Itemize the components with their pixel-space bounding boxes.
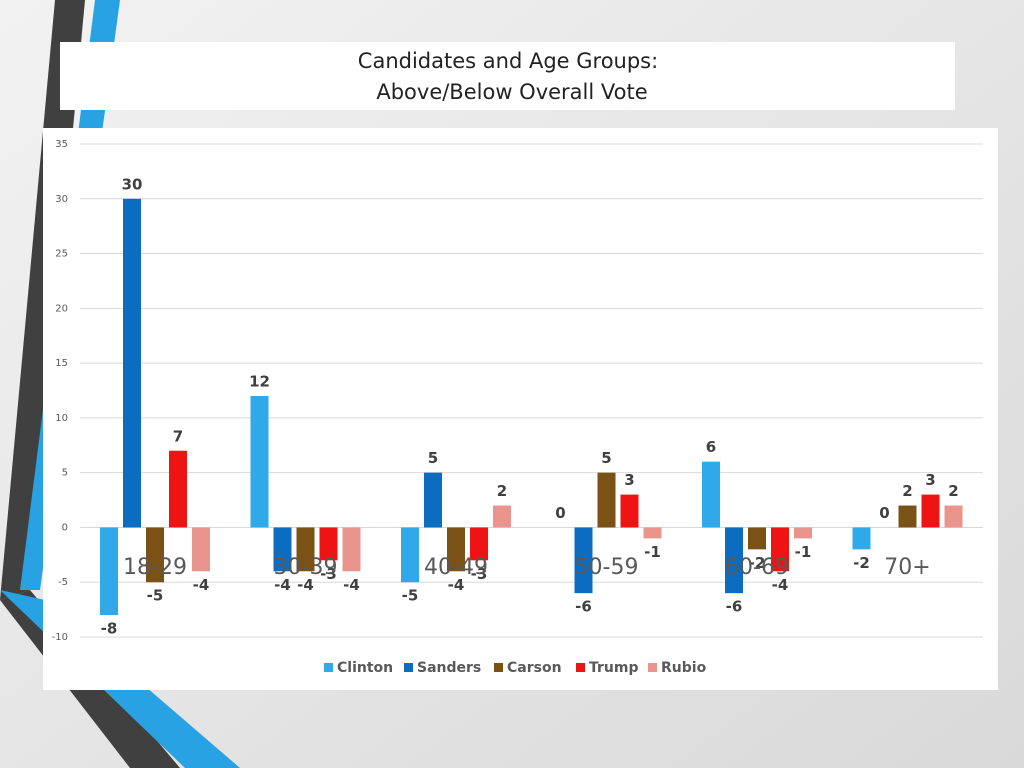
data-label: -4 [193, 576, 210, 594]
bar [192, 527, 210, 572]
bar [250, 395, 269, 528]
y-tick-label: 30 [55, 194, 68, 205]
data-label: 3 [925, 471, 935, 489]
data-label: -4 [297, 576, 314, 594]
bar [100, 527, 118, 616]
y-tick-label: -10 [52, 632, 68, 643]
y-tick-label: 35 [55, 139, 68, 150]
legend-swatch [324, 663, 333, 672]
bar [319, 527, 338, 561]
data-label: -4 [772, 576, 789, 594]
data-label: 2 [948, 482, 958, 500]
y-tick-label: -5 [58, 577, 68, 588]
bar [898, 505, 917, 528]
data-label: -5 [402, 587, 419, 605]
legend-label: Sanders [417, 660, 481, 676]
bar [702, 461, 720, 528]
chart-subtitle: Above/Below Overall Vote [376, 80, 647, 104]
data-label: -2 [853, 554, 870, 572]
category-label: 60-69 [725, 555, 789, 580]
legend-label: Trump [589, 660, 639, 676]
data-label: 7 [173, 427, 183, 445]
legend-swatch [576, 663, 585, 672]
data-label: 5 [428, 449, 438, 467]
legend-label: Rubio [661, 660, 707, 676]
data-label: -6 [575, 598, 592, 616]
bar [921, 494, 940, 528]
data-label: 30 [122, 175, 143, 193]
data-label: -5 [147, 587, 164, 605]
bar [296, 527, 315, 572]
chart-title: Candidates and Age Groups: [358, 49, 658, 73]
bar [123, 198, 141, 528]
category-label: 40-49 [424, 555, 488, 580]
bar [342, 527, 361, 572]
bar [771, 527, 789, 572]
data-label: -2 [749, 554, 766, 572]
data-label: 0 [555, 504, 565, 522]
data-label: 5 [601, 449, 611, 467]
data-label: -3 [471, 565, 488, 583]
bar [944, 505, 963, 528]
bar [597, 472, 616, 528]
bar [794, 527, 812, 539]
category-label: 30-39 [274, 555, 338, 580]
data-label: -6 [726, 598, 743, 616]
legend-label: Carson [507, 660, 562, 676]
bar [470, 527, 488, 561]
y-tick-label: 5 [62, 468, 68, 479]
chart-area [43, 128, 998, 690]
y-tick-label: 10 [55, 413, 68, 424]
data-label: -8 [101, 620, 118, 638]
bar [169, 450, 187, 528]
data-label: -4 [343, 576, 360, 594]
y-tick-label: 0 [62, 522, 68, 533]
bar [852, 527, 871, 550]
y-tick-label: 15 [55, 358, 68, 369]
data-label: -1 [795, 543, 812, 561]
data-label: -4 [274, 576, 291, 594]
bar [620, 494, 639, 528]
bar [574, 527, 593, 594]
data-label: 3 [624, 471, 634, 489]
data-label: 2 [902, 482, 912, 500]
legend-label: Clinton [337, 660, 393, 676]
bar [146, 527, 164, 583]
bar [447, 527, 465, 572]
y-tick-label: 20 [55, 303, 68, 314]
data-label: 6 [706, 438, 716, 456]
bar [493, 505, 511, 528]
title-box [60, 42, 955, 110]
legend-swatch [494, 663, 503, 672]
bar [273, 527, 292, 572]
legend-swatch [648, 663, 657, 672]
bar [748, 527, 766, 550]
category-label: 50-59 [575, 555, 639, 580]
bar [401, 527, 419, 583]
bar [424, 472, 442, 528]
data-label: -1 [644, 543, 661, 561]
y-tick-label: 25 [55, 249, 68, 260]
data-label: -3 [320, 565, 337, 583]
legend-swatch [404, 663, 413, 672]
category-label: 70+ [884, 555, 930, 580]
data-label: 0 [879, 504, 889, 522]
bar [643, 527, 662, 539]
data-label: 12 [249, 372, 270, 390]
bar [725, 527, 743, 594]
data-label: -4 [448, 576, 465, 594]
category-label: 18-29 [123, 555, 187, 580]
data-label: 2 [497, 482, 507, 500]
